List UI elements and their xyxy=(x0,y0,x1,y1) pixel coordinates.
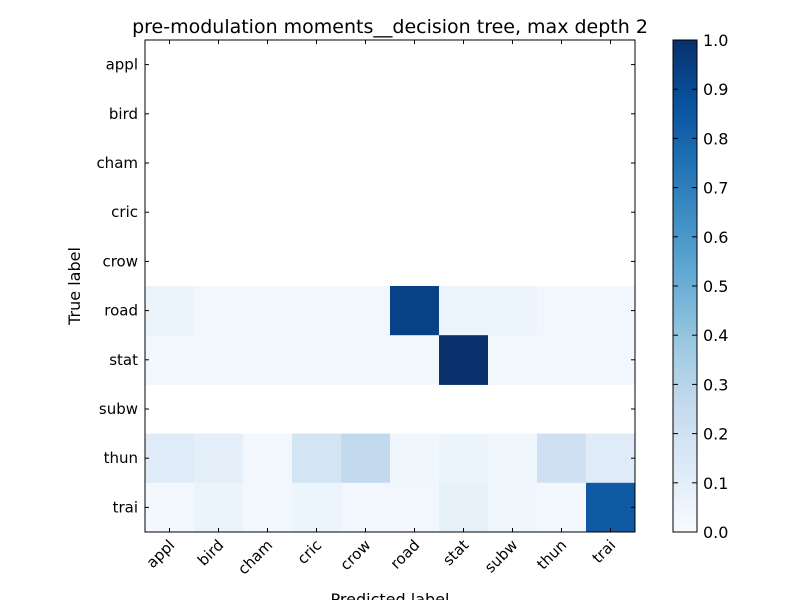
y-tick-labels: appl bird cham cric crow road stat subw thun trai xyxy=(96,56,138,517)
colorbar-tick-label: 0.5 xyxy=(703,277,728,296)
heatmap-cell xyxy=(194,335,244,385)
heatmap-cell xyxy=(439,335,489,385)
heatmap-cell xyxy=(586,286,636,336)
heatmap-cell xyxy=(292,433,342,484)
y-tick-label: thun xyxy=(104,449,138,467)
heatmap-cell xyxy=(439,482,489,533)
heatmap-cell xyxy=(341,433,391,484)
heatmap-cell xyxy=(292,335,342,385)
heatmap-cell xyxy=(537,335,587,385)
heatmap-cell xyxy=(341,286,391,336)
colorbar-tick-label: 0.6 xyxy=(703,228,728,247)
x-tick-label: cric xyxy=(294,536,326,568)
heatmap-cell xyxy=(586,433,636,484)
heatmap-cell xyxy=(537,482,587,533)
heatmap-cell xyxy=(488,335,538,385)
x-tick-label: bird xyxy=(194,536,227,569)
heatmap-cell xyxy=(439,433,489,484)
heatmap-cell xyxy=(341,482,391,533)
colorbar-tick-label: 0.8 xyxy=(703,129,728,148)
axis-ticks xyxy=(145,40,635,532)
x-tick-label: appl xyxy=(143,536,179,572)
heatmap-cell xyxy=(488,433,538,484)
colorbar-tick-label: 0.4 xyxy=(703,326,728,345)
heatmap-cell xyxy=(243,335,293,385)
x-tick-label: thun xyxy=(533,536,570,573)
heatmap-cell xyxy=(537,433,587,484)
x-axis-label: Predicted label xyxy=(331,590,450,600)
heatmap-cell xyxy=(488,286,538,336)
y-tick-label: bird xyxy=(109,105,138,123)
heatmap-cell xyxy=(586,335,636,385)
heatmap-cell xyxy=(292,482,342,533)
plot-frame xyxy=(144,39,636,533)
heatmap-cell xyxy=(194,482,244,533)
heatmap-cell xyxy=(488,482,538,533)
heatmap-cell xyxy=(586,482,636,533)
colorbar-tick-label: 1.0 xyxy=(703,31,728,50)
x-tick-label: crow xyxy=(336,536,374,574)
y-tick-label: road xyxy=(104,302,138,320)
x-tick-labels: appl bird cham cric crow road stat subw thun trai xyxy=(143,536,620,578)
heatmap-cell xyxy=(145,482,195,533)
y-axis-label: True label xyxy=(65,247,84,326)
heatmap-cell xyxy=(341,335,391,385)
heatmap-cell xyxy=(145,335,195,385)
y-tick-label: appl xyxy=(106,56,138,74)
heatmap-cell xyxy=(292,286,342,336)
x-tick-label: trai xyxy=(589,536,620,567)
chart-title: pre-modulation moments__decision tree, m… xyxy=(132,16,648,38)
heatmap-cells xyxy=(145,286,636,533)
y-tick-label: crow xyxy=(102,252,138,270)
heatmap-cell xyxy=(194,286,244,336)
heatmap-cell xyxy=(243,482,293,533)
colorbar-ticks: 0.0 0.1 0.2 0.3 0.4 0.5 0.6 0.7 0.8 0.9 1.0 xyxy=(673,31,728,542)
heatmap-cell xyxy=(243,433,293,484)
y-tick-label: subw xyxy=(99,400,138,418)
y-tick-label: cric xyxy=(111,203,138,221)
heatmap-cell xyxy=(145,433,195,484)
colorbar-tick-label: 0.7 xyxy=(703,179,728,198)
heatmap-cell xyxy=(194,433,244,484)
x-tick-label: stat xyxy=(439,536,472,569)
heatmap-cell xyxy=(390,433,440,484)
x-tick-label: subw xyxy=(481,536,521,576)
y-tick-label: stat xyxy=(109,351,138,369)
heatmap-cell xyxy=(390,482,440,533)
heatmap-cell xyxy=(243,286,293,336)
colorbar-tick-label: 0.1 xyxy=(703,474,728,493)
x-tick-label: road xyxy=(387,536,424,573)
colorbar-tick-label: 0.3 xyxy=(703,375,728,394)
heatmap-cell xyxy=(390,335,440,385)
heatmap-cell xyxy=(537,286,587,336)
colorbar-tick-label: 0.2 xyxy=(703,425,728,444)
colorbar-tick-label: 0.9 xyxy=(703,80,728,99)
heatmap-cell xyxy=(390,286,440,336)
y-tick-label: cham xyxy=(96,154,138,172)
x-tick-label: cham xyxy=(234,536,276,578)
y-tick-label: trai xyxy=(113,498,138,516)
heatmap-cell xyxy=(439,286,489,336)
heatmap-cell xyxy=(145,286,195,336)
colorbar-tick-label: 0.0 xyxy=(703,523,728,542)
